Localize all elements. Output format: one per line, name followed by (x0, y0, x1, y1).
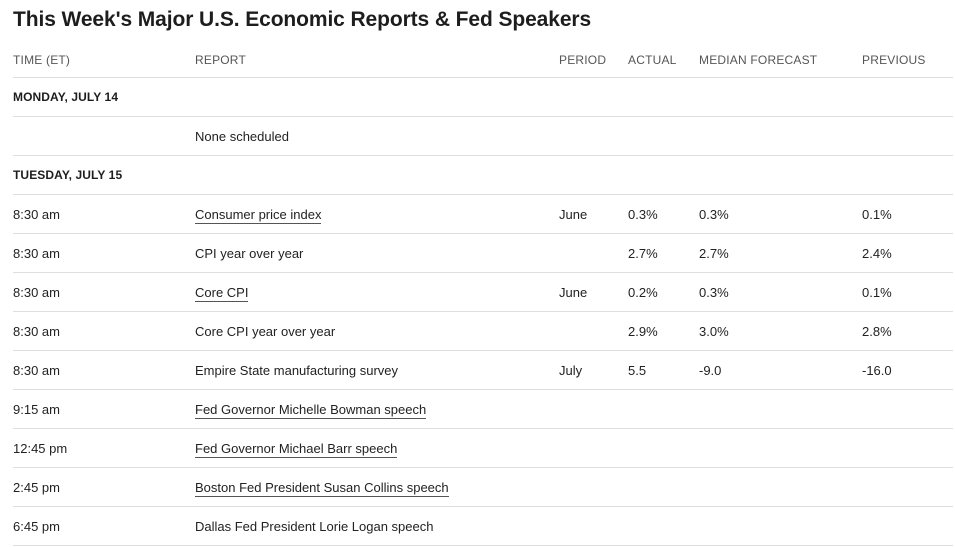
cell-report: Fed Governor Michelle Bowman speech (195, 389, 559, 429)
cell-report: Core CPI year over year (195, 311, 559, 351)
cell-period (559, 233, 628, 273)
cell-period: June (559, 272, 628, 312)
cell-period (559, 428, 628, 468)
cell-previous: 2.8% (862, 311, 953, 351)
cell-median (699, 116, 862, 156)
cell-time: 8:30 am (13, 350, 195, 390)
cell-time: 9:15 am (13, 389, 195, 429)
cell-previous: 0.1% (862, 272, 953, 312)
report-link[interactable]: Fed Governor Michelle Bowman speech (195, 401, 427, 419)
cell-previous: 2.4% (862, 233, 953, 273)
cell-report: Empire State manufacturing survey (195, 350, 559, 390)
cell-period: July (559, 350, 628, 390)
column-header-actual: ACTUAL (628, 42, 699, 78)
column-header-period: PERIOD (559, 42, 628, 78)
cell-time: 8:30 am (13, 272, 195, 312)
report-link[interactable]: Core CPI (195, 284, 249, 302)
table-header-row: TIME (ET) REPORT PERIOD ACTUAL MEDIAN FO… (13, 42, 953, 78)
report-link[interactable]: Consumer price index (195, 206, 322, 224)
day-header-row: TUESDAY, JULY 15 (13, 155, 953, 195)
cell-previous (862, 428, 953, 468)
cell-period (559, 467, 628, 507)
cell-report: Boston Fed President Susan Collins speec… (195, 467, 559, 507)
cell-period (559, 506, 628, 546)
table-row: 8:30 am Consumer price index June 0.3% 0.3% 0… (13, 194, 953, 234)
cell-previous (862, 467, 953, 507)
column-header-time: TIME (ET) (13, 42, 195, 78)
cell-time (13, 116, 195, 156)
cell-previous: 0.1% (862, 194, 953, 234)
cell-report: Consumer price index (195, 194, 559, 234)
day-header-row: MONDAY, JULY 14 (13, 77, 953, 117)
cell-actual: 2.7% (628, 233, 699, 273)
cell-actual: 2.9% (628, 311, 699, 351)
cell-actual (628, 116, 699, 156)
report-link[interactable]: Fed Governor Michael Barr speech (195, 440, 398, 458)
report-link[interactable]: Boston Fed President Susan Collins speec… (195, 479, 449, 497)
cell-period (559, 389, 628, 429)
cell-median: 2.7% (699, 233, 862, 273)
page-title: This Week's Major U.S. Economic Reports … (13, 8, 592, 31)
cell-period (559, 116, 628, 156)
column-header-previous: PREVIOUS (862, 42, 953, 78)
cell-median: 0.3% (699, 194, 862, 234)
cell-median: -9.0 (699, 350, 862, 390)
day-label: MONDAY, JULY 14 (13, 77, 953, 117)
table-row: 6:45 pm Dallas Fed President Lorie Logan … (13, 506, 953, 546)
cell-median (699, 389, 862, 429)
cell-time: 6:45 pm (13, 506, 195, 546)
cell-time: 12:45 pm (13, 428, 195, 468)
table-body: MONDAY, JULY 14 None scheduled TUESDAY, JU… (13, 77, 953, 546)
cell-previous (862, 389, 953, 429)
cell-actual (628, 467, 699, 507)
cell-time: 8:30 am (13, 194, 195, 234)
column-header-report: REPORT (195, 42, 559, 78)
cell-previous (862, 116, 953, 156)
table-row: 12:45 pm Fed Governor Michael Barr speech (13, 428, 953, 468)
cell-time: 8:30 am (13, 233, 195, 273)
cell-actual (628, 506, 699, 546)
cell-previous (862, 506, 953, 546)
table-row: 2:45 pm Boston Fed President Susan Collin… (13, 467, 953, 507)
table-row: 8:30 am CPI year over year 2.7% 2.7% 2.4% (13, 233, 953, 273)
cell-median (699, 428, 862, 468)
table-row: 8:30 am Core CPI June 0.2% 0.3% 0.1% (13, 272, 953, 312)
cell-period: June (559, 194, 628, 234)
table-row: None scheduled (13, 116, 953, 156)
cell-period (559, 311, 628, 351)
cell-median: 0.3% (699, 272, 862, 312)
cell-actual: 5.5 (628, 350, 699, 390)
table-row: 8:30 am Empire State manufacturing survey… (13, 350, 953, 390)
cell-report: Fed Governor Michael Barr speech (195, 428, 559, 468)
cell-time: 2:45 pm (13, 467, 195, 507)
column-header-median-forecast: MEDIAN FORECAST (699, 42, 862, 78)
cell-previous: -16.0 (862, 350, 953, 390)
cell-actual: 0.2% (628, 272, 699, 312)
economic-calendar-table: TIME (ET) REPORT PERIOD ACTUAL MEDIAN FO… (13, 42, 953, 546)
cell-actual (628, 389, 699, 429)
table-row: 8:30 am Core CPI year over year 2.9% 3.0% 2.… (13, 311, 953, 351)
cell-report: Core CPI (195, 272, 559, 312)
cell-report: Dallas Fed President Lorie Logan speech (195, 506, 559, 546)
cell-median (699, 467, 862, 507)
cell-report: None scheduled (195, 116, 559, 156)
day-label: TUESDAY, JULY 15 (13, 155, 953, 195)
cell-time: 8:30 am (13, 311, 195, 351)
table-row: 9:15 am Fed Governor Michelle Bowman spee… (13, 389, 953, 429)
cell-actual (628, 428, 699, 468)
cell-median: 3.0% (699, 311, 862, 351)
cell-actual: 0.3% (628, 194, 699, 234)
cell-median (699, 506, 862, 546)
cell-report: CPI year over year (195, 233, 559, 273)
